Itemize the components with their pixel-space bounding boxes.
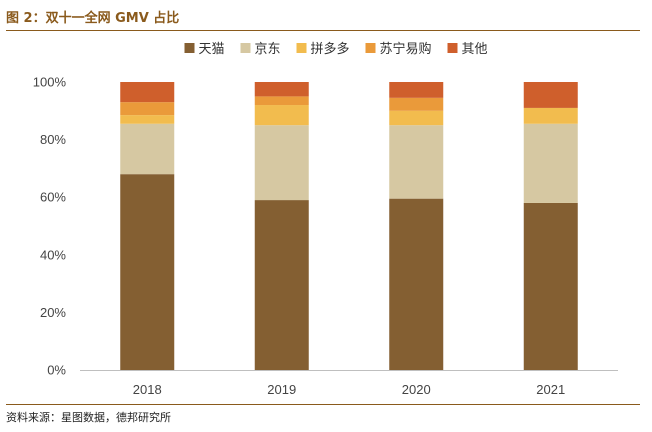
legend-swatch-天猫 <box>184 43 195 53</box>
legend-label-京东: 京东 <box>255 42 281 57</box>
bar-segment-苏宁易购 <box>254 96 309 106</box>
bar-segment-天猫 <box>120 174 175 370</box>
x-axis: 2018 2019 2020 2021 <box>80 370 618 397</box>
x-tick-label: 2021 <box>536 382 565 397</box>
legend-swatch-京东 <box>240 43 251 53</box>
x-tick-label: 2018 <box>133 382 162 397</box>
bar-segment-天猫 <box>254 200 309 370</box>
y-tick-label: 20% <box>40 305 66 320</box>
figure-title: 图 2：双十一全网 GMV 占比 <box>6 11 180 26</box>
stacked-bar-chart: 天猫 京东 拼多多 苏宁易购 其他 0%20%40%60%80%100% 2018 201… <box>33 41 618 397</box>
plot-area <box>120 82 578 370</box>
y-axis: 0% 20% 40% 60% 80% 100% <box>33 75 67 378</box>
legend-label-拼多多: 拼多多 <box>311 41 350 57</box>
legend-swatch-其他 <box>447 43 458 53</box>
bar-segment-其他 <box>523 82 578 108</box>
bar-segment-京东 <box>389 125 444 199</box>
legend-label-苏宁易购: 苏宁易购 <box>380 41 432 57</box>
y-tick-label: 60% <box>40 190 66 205</box>
bar-segment-天猫 <box>389 198 444 370</box>
bar-segment-拼多多 <box>523 107 578 124</box>
y-tick-label: 40% <box>40 247 66 262</box>
y-tick-label: 80% <box>40 132 66 147</box>
x-tick-label: 2019 <box>267 382 296 397</box>
bar-segment-苏宁易购 <box>120 102 175 116</box>
legend-label-天猫: 天猫 <box>199 42 225 57</box>
chart-legend: 天猫 京东 拼多多 苏宁易购 其他 <box>184 41 488 57</box>
bar-segment-其他 <box>389 82 444 98</box>
x-tick-label: 2020 <box>402 382 431 397</box>
title-rule <box>6 30 640 31</box>
bar-segment-拼多多 <box>120 115 175 124</box>
bar-segment-天猫 <box>523 202 578 370</box>
bar-segment-京东 <box>523 123 578 203</box>
legend-swatch-苏宁易购 <box>365 43 376 53</box>
y-tick-label: 100% <box>33 75 67 90</box>
source-note: 资料来源：星图数据，德邦研究所 <box>6 411 171 424</box>
legend-swatch-拼多多 <box>296 43 307 53</box>
bar-segment-京东 <box>120 123 175 175</box>
y-tick-label: 0% <box>47 363 66 378</box>
bar-segment-京东 <box>254 125 309 201</box>
bar-segment-其他 <box>120 82 175 103</box>
bar-segment-苏宁易购 <box>389 97 444 111</box>
bar-segment-其他 <box>254 82 309 97</box>
source-rule <box>6 404 640 405</box>
bar-segment-拼多多 <box>389 110 444 126</box>
legend-label-其他: 其他 <box>462 42 488 57</box>
bar-segment-拼多多 <box>254 105 309 126</box>
